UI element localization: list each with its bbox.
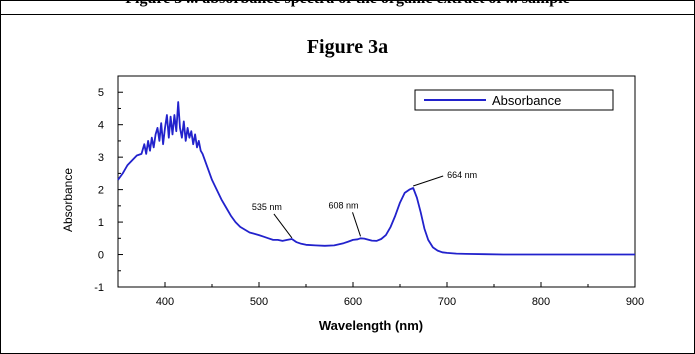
annotation-leader xyxy=(352,212,361,237)
y-tick-label: 2 xyxy=(98,185,104,197)
annotation-label: 664 nm xyxy=(447,170,477,180)
peak-annotations: 535 nm 608 nm 664 nm xyxy=(252,170,477,239)
legend: Absorbance xyxy=(414,89,614,111)
y-tick-label: 0 xyxy=(98,250,104,262)
y-tick-label: 3 xyxy=(98,152,104,164)
annotation-label: 608 nm xyxy=(329,200,359,210)
legend-box xyxy=(414,89,614,111)
header-cut-text: Figure 3 ... absorbance spectra of the o… xyxy=(0,0,695,8)
annotation-leader xyxy=(413,175,444,187)
annotation-leader xyxy=(273,213,293,239)
legend-label: Absorbance xyxy=(492,93,561,108)
x-axis: 400 500 600 700 800 900 xyxy=(156,282,644,308)
series-line-absorbance xyxy=(117,101,635,256)
y-tick-label: 1 xyxy=(98,217,104,229)
plot-frame xyxy=(117,75,636,288)
x-axis-label: Wavelength (nm) xyxy=(319,318,423,333)
figure-title: Figure 3a xyxy=(306,36,389,58)
y-axis: -1 0 1 2 3 4 5 xyxy=(94,87,123,294)
x-tick-label: 500 xyxy=(250,296,268,308)
header-strip: Figure 3 ... absorbance spectra of the o… xyxy=(0,0,695,14)
x-tick-label: 800 xyxy=(532,296,550,308)
y-tick-label: -1 xyxy=(94,282,104,294)
x-tick-label: 900 xyxy=(626,296,644,308)
x-tick-label: 600 xyxy=(344,296,362,308)
header-divider xyxy=(0,14,695,15)
y-tick-label: 5 xyxy=(98,87,104,99)
y-axis-label: Absorbance xyxy=(61,168,75,232)
x-tick-label: 400 xyxy=(156,296,174,308)
y-tick-label: 4 xyxy=(98,120,104,132)
x-tick-label: 700 xyxy=(438,296,456,308)
annotation-label: 535 nm xyxy=(252,202,282,212)
